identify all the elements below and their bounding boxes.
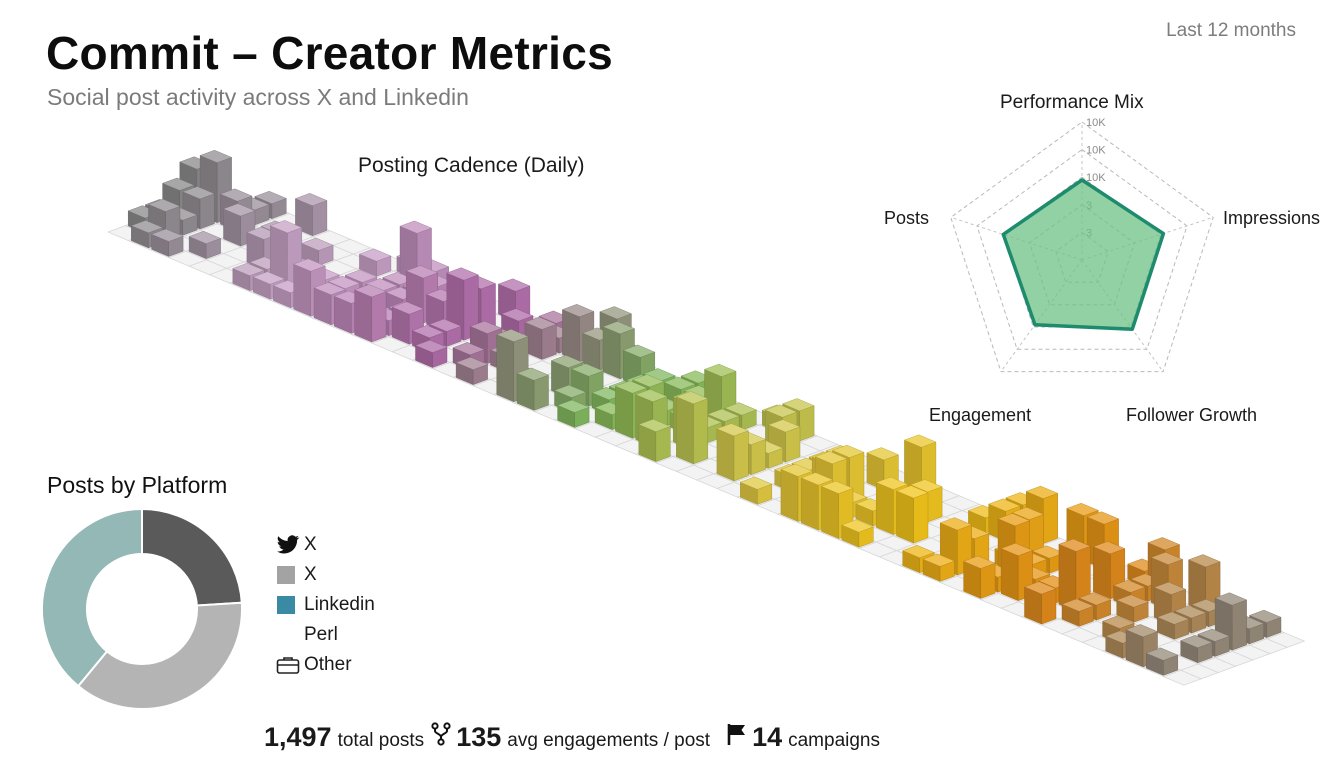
legend-item[interactable]: Perl — [276, 620, 375, 650]
cadence-bar — [841, 519, 874, 548]
legend-item[interactable]: X — [276, 530, 375, 560]
cadence-bar — [922, 553, 956, 582]
legend-label: Linkedin — [304, 594, 375, 615]
radar-axis-label: Impressions — [1223, 208, 1321, 228]
briefcase-icon — [276, 655, 300, 675]
cadence-bar — [1156, 611, 1190, 640]
square-swatch-icon — [276, 565, 300, 585]
summary-stats: 1,497 total posts 135 avg engagements / … — [264, 722, 880, 753]
platform-donut-chart — [41, 508, 243, 710]
radar-ring — [976, 148, 1188, 350]
cadence-bar — [1023, 581, 1057, 625]
cadence-bar — [739, 476, 773, 505]
cadence-bar — [1180, 635, 1213, 664]
cadence-bar — [358, 248, 392, 277]
donut-legend: X X Linkedin Perl Other — [276, 530, 375, 680]
radar-title: Performance Mix — [1000, 92, 1144, 113]
cadence-bar — [151, 228, 184, 257]
radar-ring — [950, 121, 1214, 373]
donut-slice[interactable] — [76, 601, 243, 710]
cadence-bars — [127, 149, 1282, 676]
donut-title: Posts by Platform — [47, 472, 228, 498]
blank-swatch — [276, 625, 300, 645]
cadence-bar — [524, 316, 557, 360]
cadence-bar — [963, 555, 996, 599]
cadence-bar — [902, 545, 935, 574]
radar-axis-label: Engagement — [929, 405, 1032, 425]
legend-label: X — [304, 564, 317, 585]
cadence-bar — [1188, 554, 1221, 613]
flag-icon — [726, 722, 748, 746]
cadence-title: Posting Cadence (Daily) — [358, 154, 585, 177]
cadence-bar — [638, 418, 671, 463]
cadence-bar — [455, 356, 489, 386]
cadence-bar — [1092, 541, 1126, 600]
cadence-bar — [895, 485, 929, 544]
cadence-bar — [557, 399, 590, 428]
campaigns-value: 14 — [752, 722, 783, 752]
cadence-bar — [1116, 594, 1149, 623]
legend-item[interactable]: X — [276, 560, 375, 590]
legend-label: X — [304, 534, 317, 555]
radar-ring-label: 10K — [1086, 117, 1106, 129]
radar-axis-label: Follower Growth — [1126, 405, 1258, 425]
square-swatch-icon — [276, 595, 300, 615]
cadence-bar — [1061, 598, 1095, 627]
avg-engagement-value: 135 — [456, 722, 502, 752]
cadence-bar — [675, 391, 709, 465]
twitter-bird-icon — [276, 535, 300, 555]
cadence-bar — [414, 339, 448, 368]
avg-engagement-label: avg engagements / post — [507, 730, 711, 751]
cadence-bar — [716, 423, 749, 482]
donut-slice[interactable] — [141, 508, 243, 607]
radar-series — [1001, 178, 1166, 331]
git-fork-icon — [430, 722, 452, 746]
donut-slice[interactable] — [41, 508, 143, 688]
page-subtitle: Social post activity across X and Linked… — [47, 84, 469, 110]
legend-label: Other — [304, 654, 352, 675]
period-label[interactable]: Last 12 months — [1166, 20, 1296, 41]
total-posts-label: total posts — [337, 730, 425, 751]
cadence-bar — [1145, 647, 1179, 676]
legend-label: Perl — [304, 624, 338, 645]
cadence-bar — [354, 284, 387, 343]
radar-axis-label: Posts — [884, 208, 930, 228]
total-posts-value: 1,497 — [264, 722, 332, 752]
radar-chart: 10K10K10K33 — [950, 117, 1214, 373]
campaigns-label: campaigns — [788, 730, 880, 751]
cadence-cell — [1162, 669, 1203, 686]
legend-item[interactable]: Linkedin — [276, 590, 375, 620]
radar-ring-label: 10K — [1086, 172, 1106, 184]
cadence-bar — [516, 367, 550, 411]
page-title: Commit – Creator Metrics — [46, 27, 614, 79]
cadence-bar — [188, 230, 222, 260]
legend-item[interactable]: Other — [276, 650, 375, 680]
radar-ring-label: 10K — [1086, 145, 1106, 157]
